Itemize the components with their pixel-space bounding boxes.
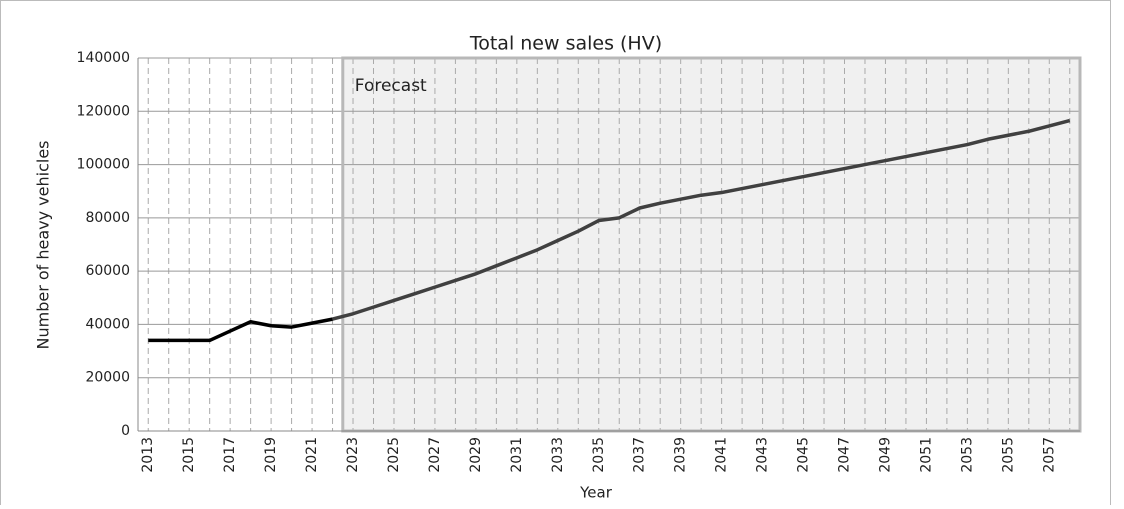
y-tick-label: 120000 <box>77 103 130 119</box>
x-axis-title: Year <box>579 484 613 502</box>
y-tick-label: 40000 <box>85 316 130 332</box>
x-tick-label: 2017 <box>222 437 238 473</box>
x-tick-label: 2051 <box>918 437 934 473</box>
x-tick-label: 2025 <box>386 437 402 473</box>
x-tick-label: 2035 <box>591 437 607 473</box>
line-series <box>332 118 1071 321</box>
y-tick-label: 100000 <box>77 157 130 173</box>
forecast-region <box>342 58 1081 431</box>
annotation: Forecast <box>355 76 427 96</box>
x-tick-label: 2039 <box>673 437 689 473</box>
x-tick-label: 2043 <box>755 437 771 473</box>
y-axis-title: Number of heavy vehicles <box>34 141 53 350</box>
y-tick-label: 0 <box>121 423 130 439</box>
y-tick-label: 60000 <box>85 263 130 279</box>
x-tick-label: 2023 <box>345 437 361 473</box>
y-tick-label: 80000 <box>85 210 130 226</box>
x-tick-label: 2027 <box>427 437 443 473</box>
y-tick-label: 20000 <box>85 370 130 386</box>
line-series <box>148 317 333 343</box>
x-tick-label: 2049 <box>877 437 893 473</box>
x-tick-label: 2013 <box>140 437 156 473</box>
y-tick-label: 140000 <box>77 50 130 66</box>
x-tick-label: 2019 <box>263 437 279 473</box>
x-tick-label: 2057 <box>1041 437 1057 473</box>
x-tick-label: 2037 <box>632 437 648 473</box>
x-tick-label: 2031 <box>509 437 525 473</box>
x-tick-label: 2015 <box>181 437 197 473</box>
chart-title: Total new sales (HV) <box>469 33 662 55</box>
x-tick-label: 2045 <box>796 437 812 473</box>
x-tick-label: 2055 <box>1000 437 1016 473</box>
x-tick-label: 2033 <box>550 437 566 473</box>
x-tick-label: 2047 <box>837 437 853 473</box>
x-tick-label: 2029 <box>468 437 484 473</box>
x-tick-label: 2053 <box>959 437 975 473</box>
x-tick-label: 2041 <box>714 437 730 473</box>
x-tick-label: 2021 <box>304 437 320 473</box>
